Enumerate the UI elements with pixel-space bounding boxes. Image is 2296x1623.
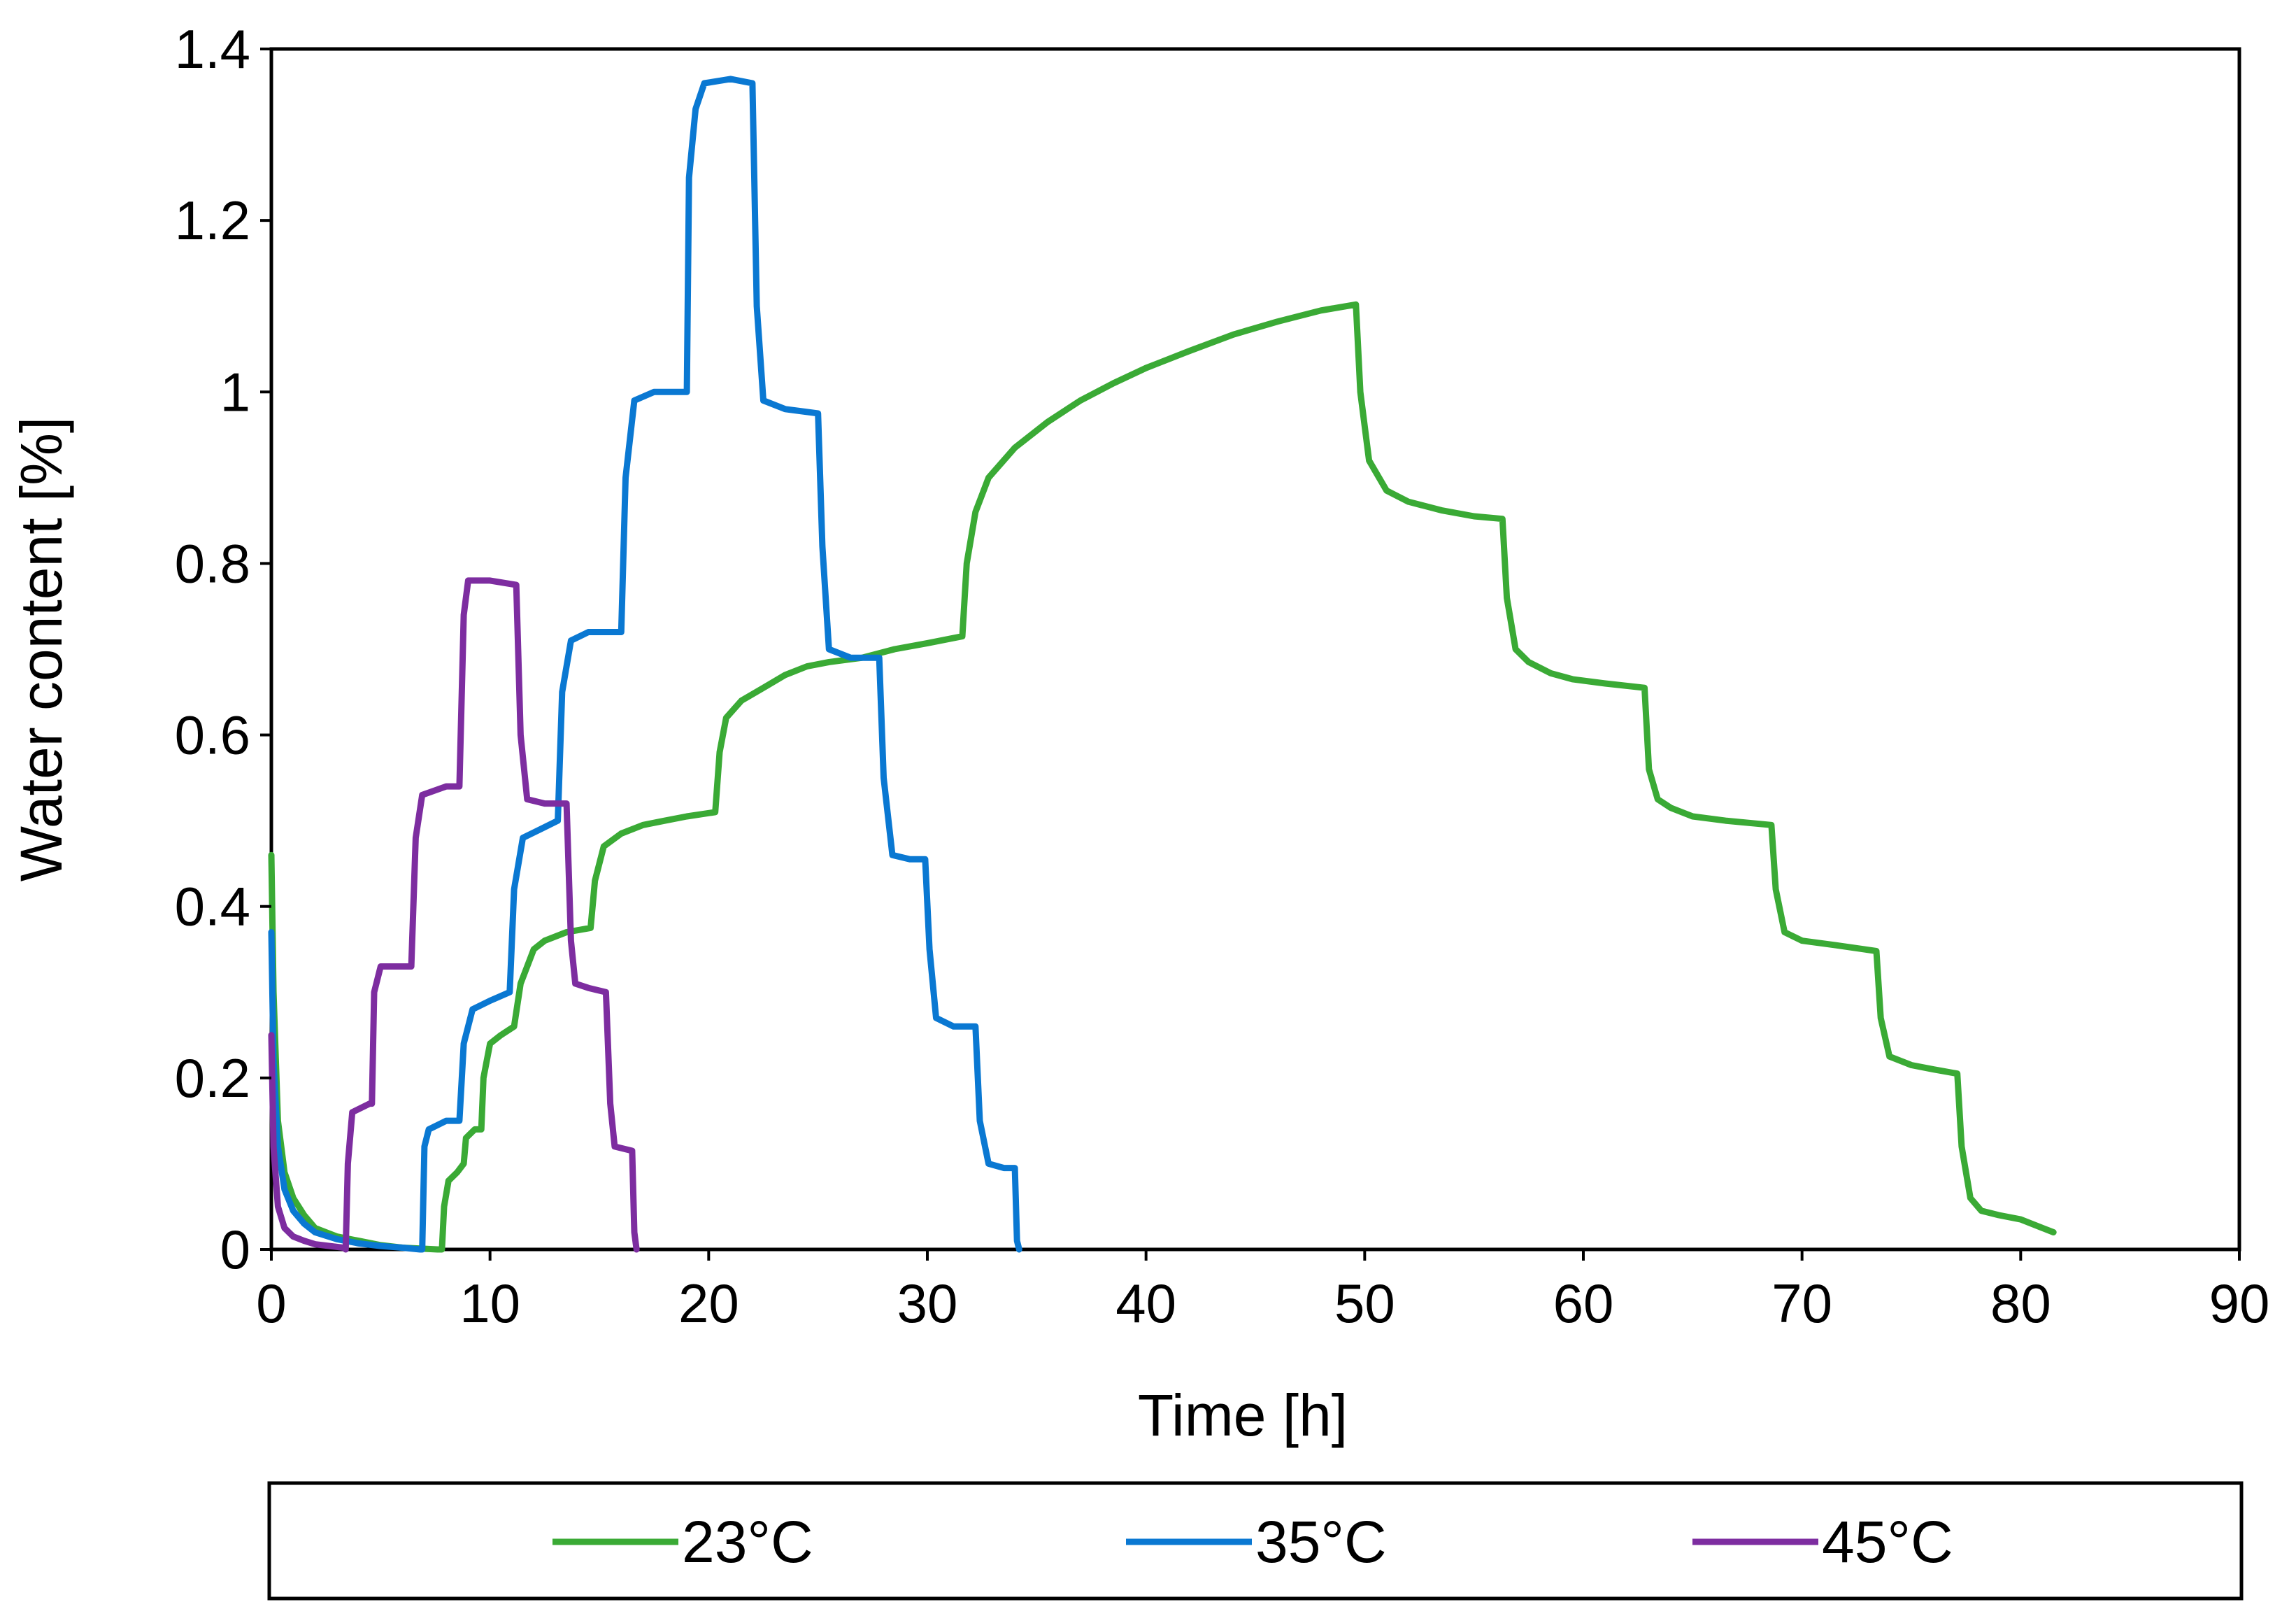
- x-tick-label: 30: [897, 1273, 958, 1334]
- y-tick-label: 0: [220, 1219, 250, 1280]
- x-axis-title: Time [h]: [1138, 1382, 1348, 1448]
- x-axis-ticks: 0 10 20 30 40 50 60 70 80 90: [256, 1249, 2269, 1334]
- legend-label-3: 45°C: [1822, 1509, 1953, 1575]
- y-tick-label: 1: [220, 361, 250, 423]
- series-line-1: [268, 301, 2057, 1253]
- x-tick-label: 90: [2209, 1273, 2270, 1334]
- x-tick-label: 80: [1990, 1273, 2051, 1334]
- series-line-3: [268, 577, 640, 1253]
- y-tick-label: 1.2: [175, 190, 250, 251]
- y-tick-label: 0.6: [175, 704, 250, 766]
- y-tick-label: 0.2: [175, 1047, 250, 1109]
- legend: 23°C 35°C 45°C: [552, 1509, 1953, 1575]
- x-tick-label: 0: [256, 1273, 286, 1334]
- x-tick-label: 70: [1771, 1273, 1832, 1334]
- x-tick-label: 10: [459, 1273, 520, 1334]
- y-axis-title: Water content [%]: [8, 417, 74, 882]
- x-tick-label: 60: [1553, 1273, 1614, 1334]
- x-tick-label: 20: [678, 1273, 739, 1334]
- series-layer: [268, 76, 2057, 1253]
- y-tick-label: 0.4: [175, 876, 250, 937]
- series-line-2: [268, 76, 1022, 1253]
- x-tick-label: 40: [1115, 1273, 1176, 1334]
- y-tick-label: 0.8: [175, 532, 250, 594]
- x-tick-label: 50: [1334, 1273, 1395, 1334]
- y-tick-label: 1.4: [175, 18, 250, 80]
- y-axis-ticks: 0 0.2 0.4 0.6 0.8 1 1.2 1.4: [175, 18, 271, 1280]
- legend-label-1: 23°C: [682, 1509, 813, 1575]
- plot-area: [269, 47, 2241, 1252]
- legend-label-2: 35°C: [1255, 1509, 1387, 1575]
